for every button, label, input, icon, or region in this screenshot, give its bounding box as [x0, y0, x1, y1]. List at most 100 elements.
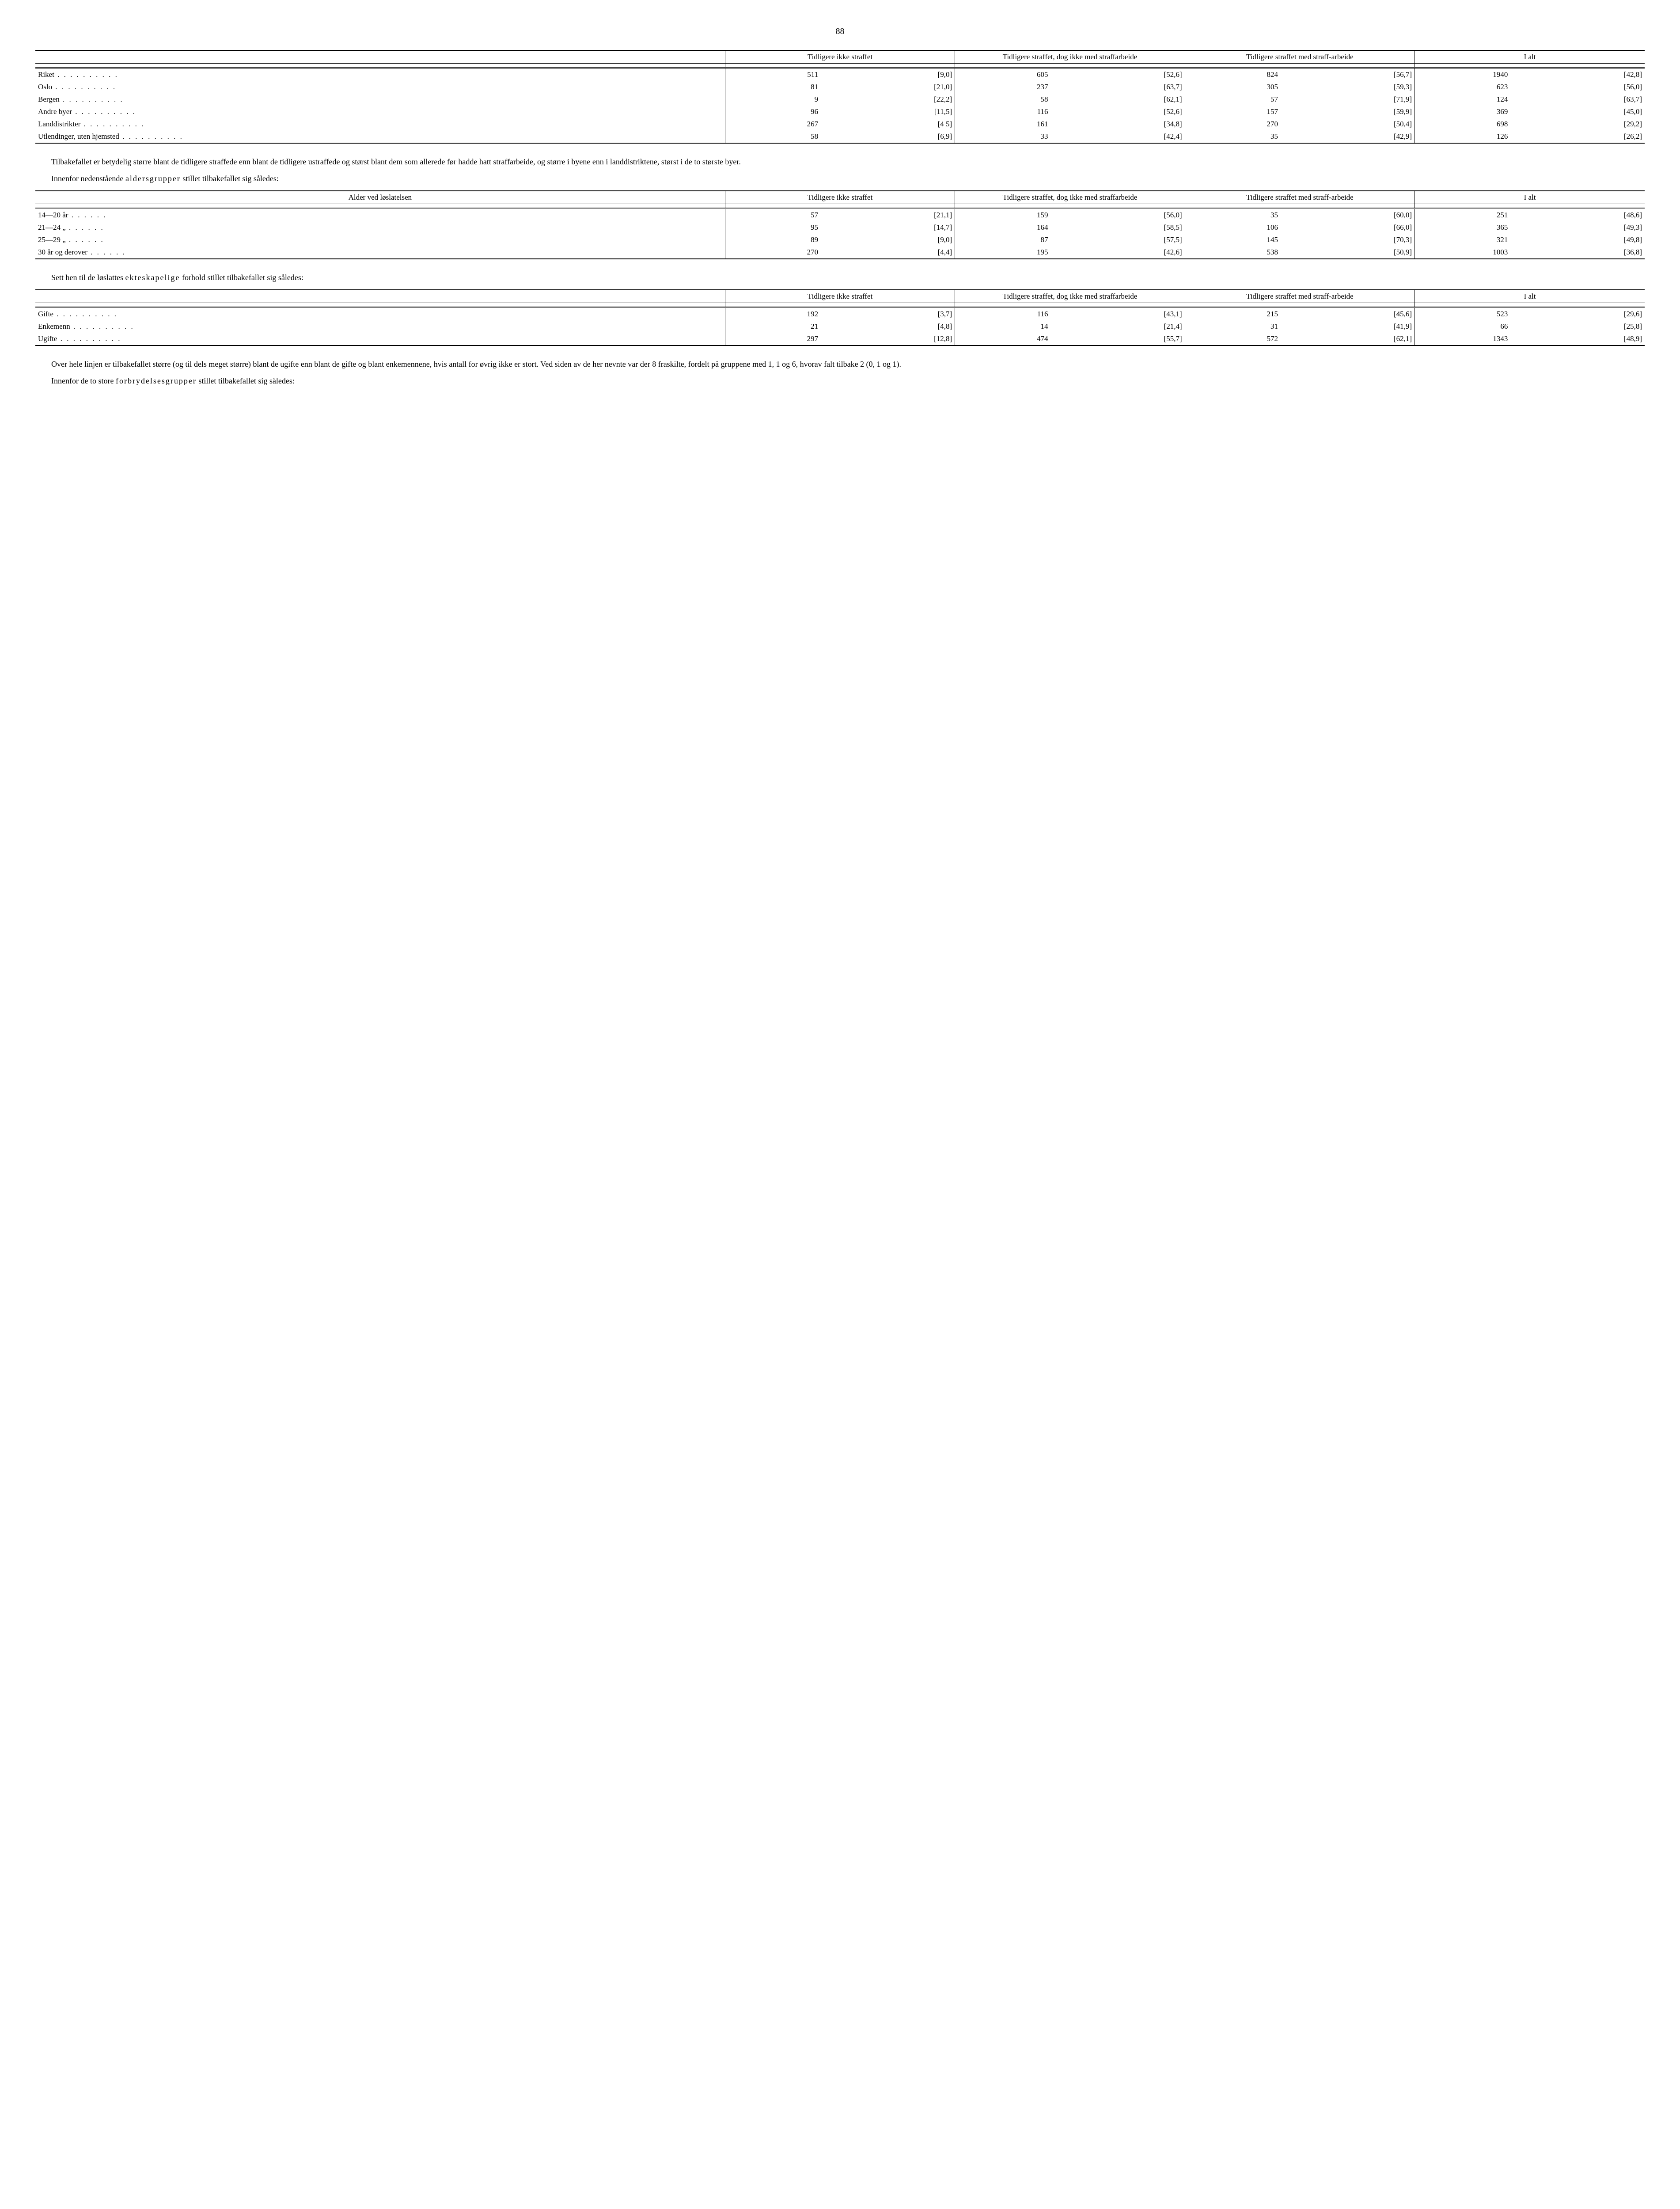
cell-pct: [21,1] — [821, 208, 955, 221]
cell-count: 538 — [1185, 246, 1281, 259]
cell-pct: [4,4] — [821, 246, 955, 259]
cell-count: 57 — [1185, 93, 1281, 106]
cell-count: 58 — [955, 93, 1051, 106]
row-label: Oslo — [35, 81, 725, 93]
paragraph: Tilbakefallet er betydelig større blant … — [35, 156, 1645, 168]
cell-pct: [57,5] — [1051, 234, 1185, 246]
cell-pct: [70,3] — [1281, 234, 1415, 246]
row-label: Bergen — [35, 93, 725, 106]
cell-count: 124 — [1415, 93, 1511, 106]
row-label: 25—29 „ — [35, 234, 725, 246]
cell-count: 511 — [725, 68, 821, 81]
cell-count: 159 — [955, 208, 1051, 221]
cell-pct: [41,9] — [1281, 320, 1415, 333]
cell-count: 126 — [1415, 130, 1511, 143]
cell-count: 81 — [725, 81, 821, 93]
table-row: 25—29 „89[9,0]87[57,5]145[70,3]321[49,8] — [35, 234, 1645, 246]
row-label: Landdistrikter — [35, 118, 725, 130]
cell-pct: [58,5] — [1051, 221, 1185, 234]
cell-count: 1003 — [1415, 246, 1511, 259]
cell-count: 58 — [725, 130, 821, 143]
row-label: Riket — [35, 68, 725, 81]
cell-count: 21 — [725, 320, 821, 333]
cell-count: 95 — [725, 221, 821, 234]
text: stillet tilbakefallet sig således: — [197, 376, 295, 385]
cell-pct: [14,7] — [821, 221, 955, 234]
cell-pct: [52,6] — [1051, 106, 1185, 118]
cell-count: 605 — [955, 68, 1051, 81]
table-row: Utlendinger, uten hjemsted58[6,9]33[42,4… — [35, 130, 1645, 143]
cell-count: 267 — [725, 118, 821, 130]
cell-pct: [62,1] — [1281, 333, 1415, 345]
row-label: 21—24 „ — [35, 221, 725, 234]
row-label: 14—20 år — [35, 208, 725, 221]
cell-pct: [3,7] — [821, 307, 955, 320]
text: Innenfor de to store — [51, 376, 116, 385]
cell-pct: [43,1] — [1051, 307, 1185, 320]
cell-count: 164 — [955, 221, 1051, 234]
row-label: Utlendinger, uten hjemsted — [35, 130, 725, 143]
table-row: 14—20 år57[21,1]159[56,0]35[60,0]251[48,… — [35, 208, 1645, 221]
cell-count: 270 — [725, 246, 821, 259]
cell-pct: [11,5] — [821, 106, 955, 118]
cell-count: 96 — [725, 106, 821, 118]
row-label: Gifte — [35, 307, 725, 320]
cell-pct: [71,9] — [1281, 93, 1415, 106]
cell-pct: [56,0] — [1051, 208, 1185, 221]
cell-count: 474 — [955, 333, 1051, 345]
cell-pct: [21,4] — [1051, 320, 1185, 333]
cell-pct: [4,8] — [821, 320, 955, 333]
cell-pct: [49,8] — [1510, 234, 1645, 246]
cell-count: 623 — [1415, 81, 1511, 93]
text: Innenfor nedenstående — [51, 174, 125, 183]
cell-count: 35 — [1185, 208, 1281, 221]
cell-pct: [22,2] — [821, 93, 955, 106]
row-label: 30 år og derover — [35, 246, 725, 259]
table-age: Alder ved løslatelsen Tidligere ikke str… — [35, 190, 1645, 259]
cell-pct: [59,9] — [1281, 106, 1415, 118]
paragraph: Over hele linjen er tilbakefallet større… — [35, 358, 1645, 371]
cell-pct: [49,3] — [1510, 221, 1645, 234]
table-row: Riket511[9,0]605[52,6]824[56,7]1940[42,8… — [35, 68, 1645, 81]
col-header: I alt — [1415, 50, 1645, 64]
table-row: Landdistrikter267[4 5]161[34,8]270[50,4]… — [35, 118, 1645, 130]
cell-count: 87 — [955, 234, 1051, 246]
text-emph: forbrydelsesgrupper — [116, 376, 197, 385]
cell-pct: [60,0] — [1281, 208, 1415, 221]
cell-pct: [55,7] — [1051, 333, 1185, 345]
cell-count: 297 — [725, 333, 821, 345]
cell-pct: [45,0] — [1510, 106, 1645, 118]
cell-count: 523 — [1415, 307, 1511, 320]
cell-count: 572 — [1185, 333, 1281, 345]
col-header: Tidligere straffet, dog ikke med straffa… — [955, 290, 1185, 303]
table-row: Oslo81[21,0]237[63,7]305[59,3]623[56,0] — [35, 81, 1645, 93]
text: Sett hen til de løslattes — [51, 273, 125, 282]
text: stillet tilbakefallet sig således: — [181, 174, 279, 183]
cell-pct: [50,9] — [1281, 246, 1415, 259]
cell-count: 365 — [1415, 221, 1511, 234]
text: forhold stillet tilbakefallet sig sålede… — [180, 273, 303, 282]
cell-pct: [21,0] — [821, 81, 955, 93]
table-region: Tidligere ikke straffet Tidligere straff… — [35, 50, 1645, 144]
cell-count: 106 — [1185, 221, 1281, 234]
table-row: Gifte192[3,7]116[43,1]215[45,6]523[29,6] — [35, 307, 1645, 320]
cell-count: 270 — [1185, 118, 1281, 130]
col-header: Tidligere straffet, dog ikke med straffa… — [955, 191, 1185, 204]
col-header: Tidligere ikke straffet — [725, 50, 955, 64]
paragraph: Innenfor de to store forbrydelsesgrupper… — [35, 375, 1645, 387]
col-header: Tidligere straffet med straff-arbeide — [1185, 290, 1415, 303]
cell-pct: [4 5] — [821, 118, 955, 130]
cell-count: 698 — [1415, 118, 1511, 130]
cell-pct: [42,6] — [1051, 246, 1185, 259]
paragraph: Innenfor nedenstående aldersgrupper stil… — [35, 173, 1645, 185]
cell-pct: [9,0] — [821, 234, 955, 246]
cell-pct: [25,8] — [1510, 320, 1645, 333]
cell-count: 215 — [1185, 307, 1281, 320]
cell-pct: [6,9] — [821, 130, 955, 143]
cell-count: 251 — [1415, 208, 1511, 221]
cell-pct: [56,7] — [1281, 68, 1415, 81]
paragraph: Sett hen til de løslattes ekteskapelige … — [35, 272, 1645, 284]
cell-pct: [66,0] — [1281, 221, 1415, 234]
cell-count: 305 — [1185, 81, 1281, 93]
cell-pct: [59,3] — [1281, 81, 1415, 93]
